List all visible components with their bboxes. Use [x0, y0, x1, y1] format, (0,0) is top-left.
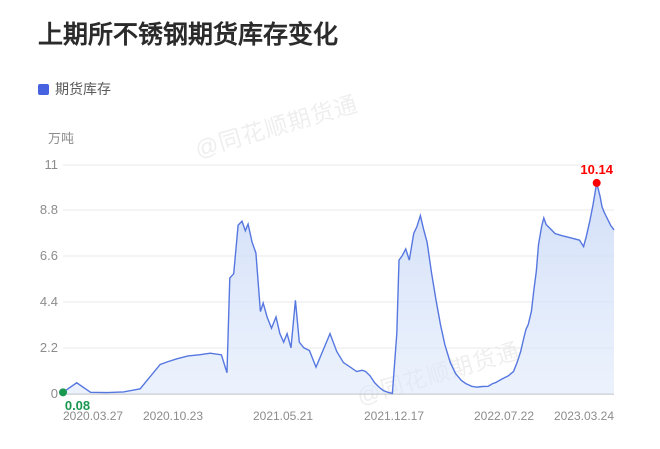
svg-text:10.14: 10.14 — [580, 162, 613, 177]
svg-text:6.6: 6.6 — [40, 248, 58, 263]
svg-text:2023.03.24: 2023.03.24 — [554, 409, 614, 423]
svg-text:2020.10.23: 2020.10.23 — [143, 409, 203, 423]
svg-text:2.2: 2.2 — [40, 340, 58, 355]
svg-text:8.8: 8.8 — [40, 202, 58, 217]
svg-text:11: 11 — [45, 157, 59, 172]
svg-text:2022.07.22: 2022.07.22 — [474, 409, 534, 423]
svg-text:万吨: 万吨 — [48, 131, 74, 146]
svg-text:0.08: 0.08 — [65, 398, 90, 413]
svg-text:2021.05.21: 2021.05.21 — [253, 409, 313, 423]
svg-text:0: 0 — [51, 386, 58, 401]
svg-text:2021.12.17: 2021.12.17 — [364, 409, 424, 423]
svg-text:4.4: 4.4 — [40, 294, 58, 309]
